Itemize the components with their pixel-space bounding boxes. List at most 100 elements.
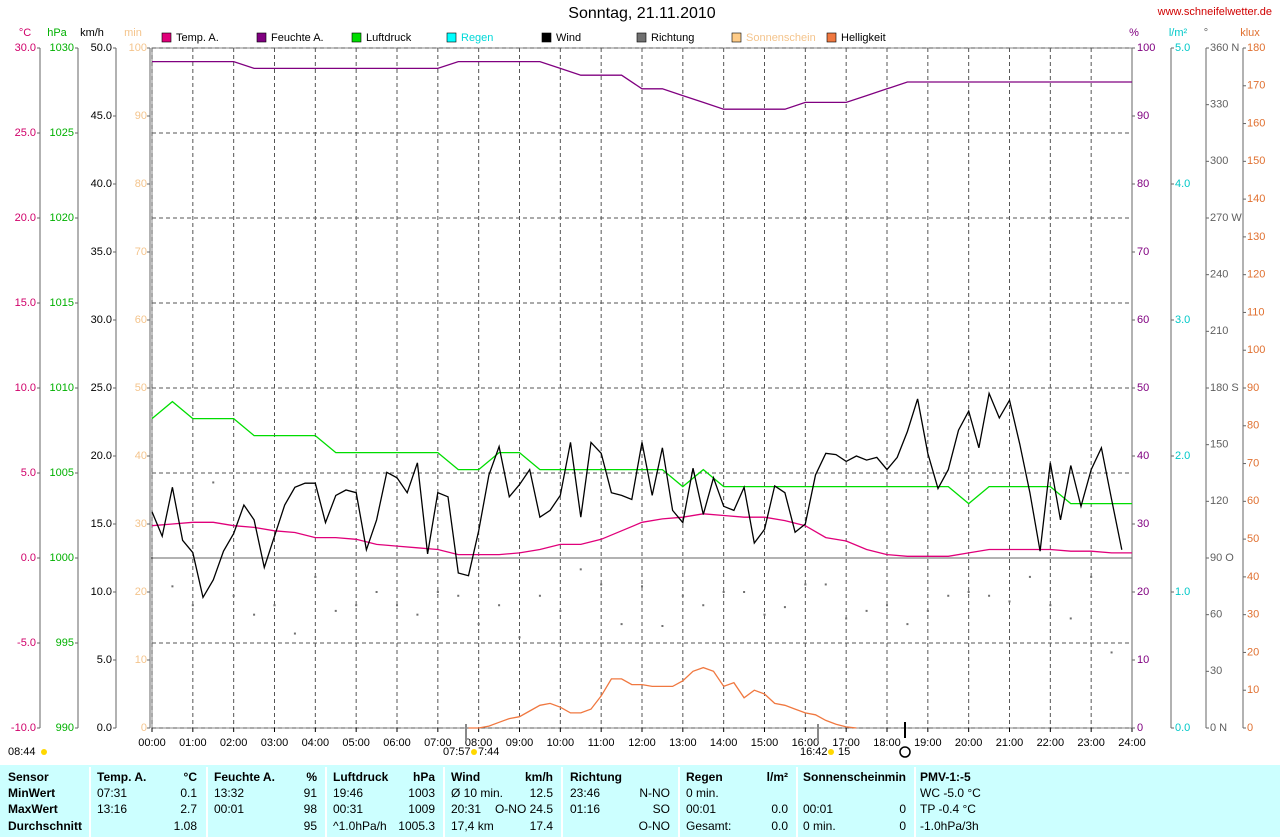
y-tick-label: 120 bbox=[1210, 495, 1228, 507]
direction-dot bbox=[804, 583, 807, 586]
x-tick-label: 18:00 bbox=[873, 737, 901, 749]
y-tick-label: 40 bbox=[1247, 571, 1259, 583]
y-tick-label: 1025 bbox=[50, 127, 74, 139]
annotation: 7:44 bbox=[478, 746, 499, 758]
series-line bbox=[151, 391, 1123, 600]
y-tick-label: 10 bbox=[135, 654, 147, 666]
axis-unit: km/h bbox=[80, 27, 104, 39]
y-tick-label: 360 N bbox=[1210, 42, 1239, 54]
direction-dot bbox=[457, 594, 460, 597]
y-tick-label: 270 W bbox=[1210, 212, 1242, 224]
legend-label: Luftdruck bbox=[366, 32, 412, 44]
axis-unit: ° bbox=[1204, 27, 1208, 39]
y-tick-label: 100 bbox=[129, 42, 147, 54]
y-tick-label: 100 bbox=[1247, 344, 1265, 356]
table-cell: 00:31 bbox=[333, 802, 363, 816]
axis-unit: % bbox=[1129, 27, 1139, 39]
legend-swatch bbox=[636, 32, 647, 43]
y-tick-label: 1020 bbox=[50, 212, 74, 224]
direction-dot bbox=[171, 585, 174, 588]
y-tick-label: 10 bbox=[1137, 654, 1149, 666]
direction-dot bbox=[947, 594, 950, 597]
y-tick-label: 50 bbox=[135, 382, 147, 394]
y-tick-label: 120 bbox=[1247, 269, 1265, 281]
y-tick-label: 0.0 bbox=[1175, 722, 1190, 734]
x-tick-label: 09:00 bbox=[506, 737, 534, 749]
direction-dot bbox=[191, 604, 194, 607]
direction-dot bbox=[232, 594, 235, 597]
y-tick-label: 90 bbox=[1137, 110, 1149, 122]
direction-dot bbox=[273, 604, 276, 607]
y-tick-label: 20.0 bbox=[15, 212, 36, 224]
direction-dot bbox=[620, 623, 623, 626]
y-tick-label: 10.0 bbox=[15, 382, 36, 394]
table-cell: Regen bbox=[686, 770, 723, 784]
y-tick-label: 2.0 bbox=[1175, 450, 1190, 462]
sun-icon bbox=[41, 749, 47, 755]
y-tick-label: 110 bbox=[1247, 306, 1265, 318]
chart-title: Sonntag, 21.11.2010 bbox=[568, 5, 715, 22]
x-tick-label: 11:00 bbox=[588, 737, 615, 749]
x-tick-label: 20:00 bbox=[955, 737, 983, 749]
table-cell: Ø 10 min. bbox=[451, 786, 503, 800]
y-tick-label: 0 N bbox=[1210, 722, 1227, 734]
y-tick-label: 170 bbox=[1247, 80, 1265, 92]
y-tick-label: 0 bbox=[1247, 722, 1253, 734]
y-tick-label: 50 bbox=[1137, 382, 1149, 394]
series-line bbox=[151, 513, 1132, 557]
direction-dot bbox=[416, 613, 419, 616]
axis-unit: klux bbox=[1240, 27, 1260, 39]
y-tick-label: 30 bbox=[1247, 609, 1259, 621]
y-tick-label: 60 bbox=[1247, 495, 1259, 507]
y-tick-label: 70 bbox=[1137, 246, 1149, 258]
direction-dot bbox=[314, 575, 317, 578]
direction-dot bbox=[375, 591, 378, 593]
table-cell: Richtung bbox=[570, 770, 622, 784]
table-cell: 0 bbox=[899, 819, 906, 833]
y-tick-label: -10.0 bbox=[11, 722, 36, 734]
table-cell: Sensor bbox=[8, 770, 49, 784]
table-cell: hPa bbox=[413, 770, 435, 784]
table-cell: 1009 bbox=[408, 802, 435, 816]
direction-dot bbox=[253, 613, 256, 616]
y-tick-label: 30 bbox=[135, 518, 147, 530]
series-line bbox=[468, 666, 857, 729]
y-tick-label: 160 bbox=[1247, 117, 1265, 129]
table-cell: WC -5.0 °C bbox=[920, 786, 981, 800]
x-tick-label: 07:00 bbox=[424, 737, 452, 749]
y-tick-label: 1030 bbox=[50, 42, 74, 54]
x-tick-label: 21:00 bbox=[996, 737, 1024, 749]
table-cell: 91 bbox=[304, 786, 318, 800]
direction-dot bbox=[600, 583, 603, 586]
y-tick-label: 30 bbox=[1137, 518, 1149, 530]
direction-dot bbox=[1049, 604, 1052, 607]
axis-unit: l/m² bbox=[1169, 27, 1188, 39]
y-tick-label: 50 bbox=[1247, 533, 1259, 545]
x-tick-label: 17:00 bbox=[832, 737, 860, 749]
direction-dot bbox=[436, 591, 439, 593]
table-cell: -1.0hPa/3h bbox=[920, 819, 979, 833]
table-cell: 98 bbox=[304, 802, 318, 816]
table-cell: 0.0 bbox=[771, 802, 788, 816]
y-tick-label: 100 bbox=[1137, 42, 1155, 54]
direction-dot bbox=[886, 604, 888, 607]
y-tick-label: 90 bbox=[135, 110, 147, 122]
table-cell: 00:01 bbox=[803, 802, 833, 816]
y-tick-label: 25.0 bbox=[15, 127, 36, 139]
axis-unit: hPa bbox=[47, 27, 67, 39]
y-tick-label: 10 bbox=[1247, 684, 1259, 696]
direction-dot bbox=[477, 623, 480, 626]
y-tick-label: 180 bbox=[1247, 42, 1265, 54]
y-tick-label: 1.0 bbox=[1175, 586, 1190, 598]
x-tick-label: 03:00 bbox=[261, 737, 289, 749]
x-tick-label: 06:00 bbox=[383, 737, 411, 749]
y-tick-label: 180 S bbox=[1210, 382, 1239, 394]
direction-dot bbox=[743, 591, 746, 593]
table-cell: Wind bbox=[451, 770, 480, 784]
x-tick-label: 10:00 bbox=[547, 737, 575, 749]
y-tick-label: 45.0 bbox=[91, 110, 112, 122]
legend-swatch bbox=[351, 32, 362, 43]
y-tick-label: 1015 bbox=[50, 297, 74, 309]
table-cell: N-NO bbox=[639, 786, 670, 800]
y-tick-label: 3.0 bbox=[1175, 314, 1190, 326]
